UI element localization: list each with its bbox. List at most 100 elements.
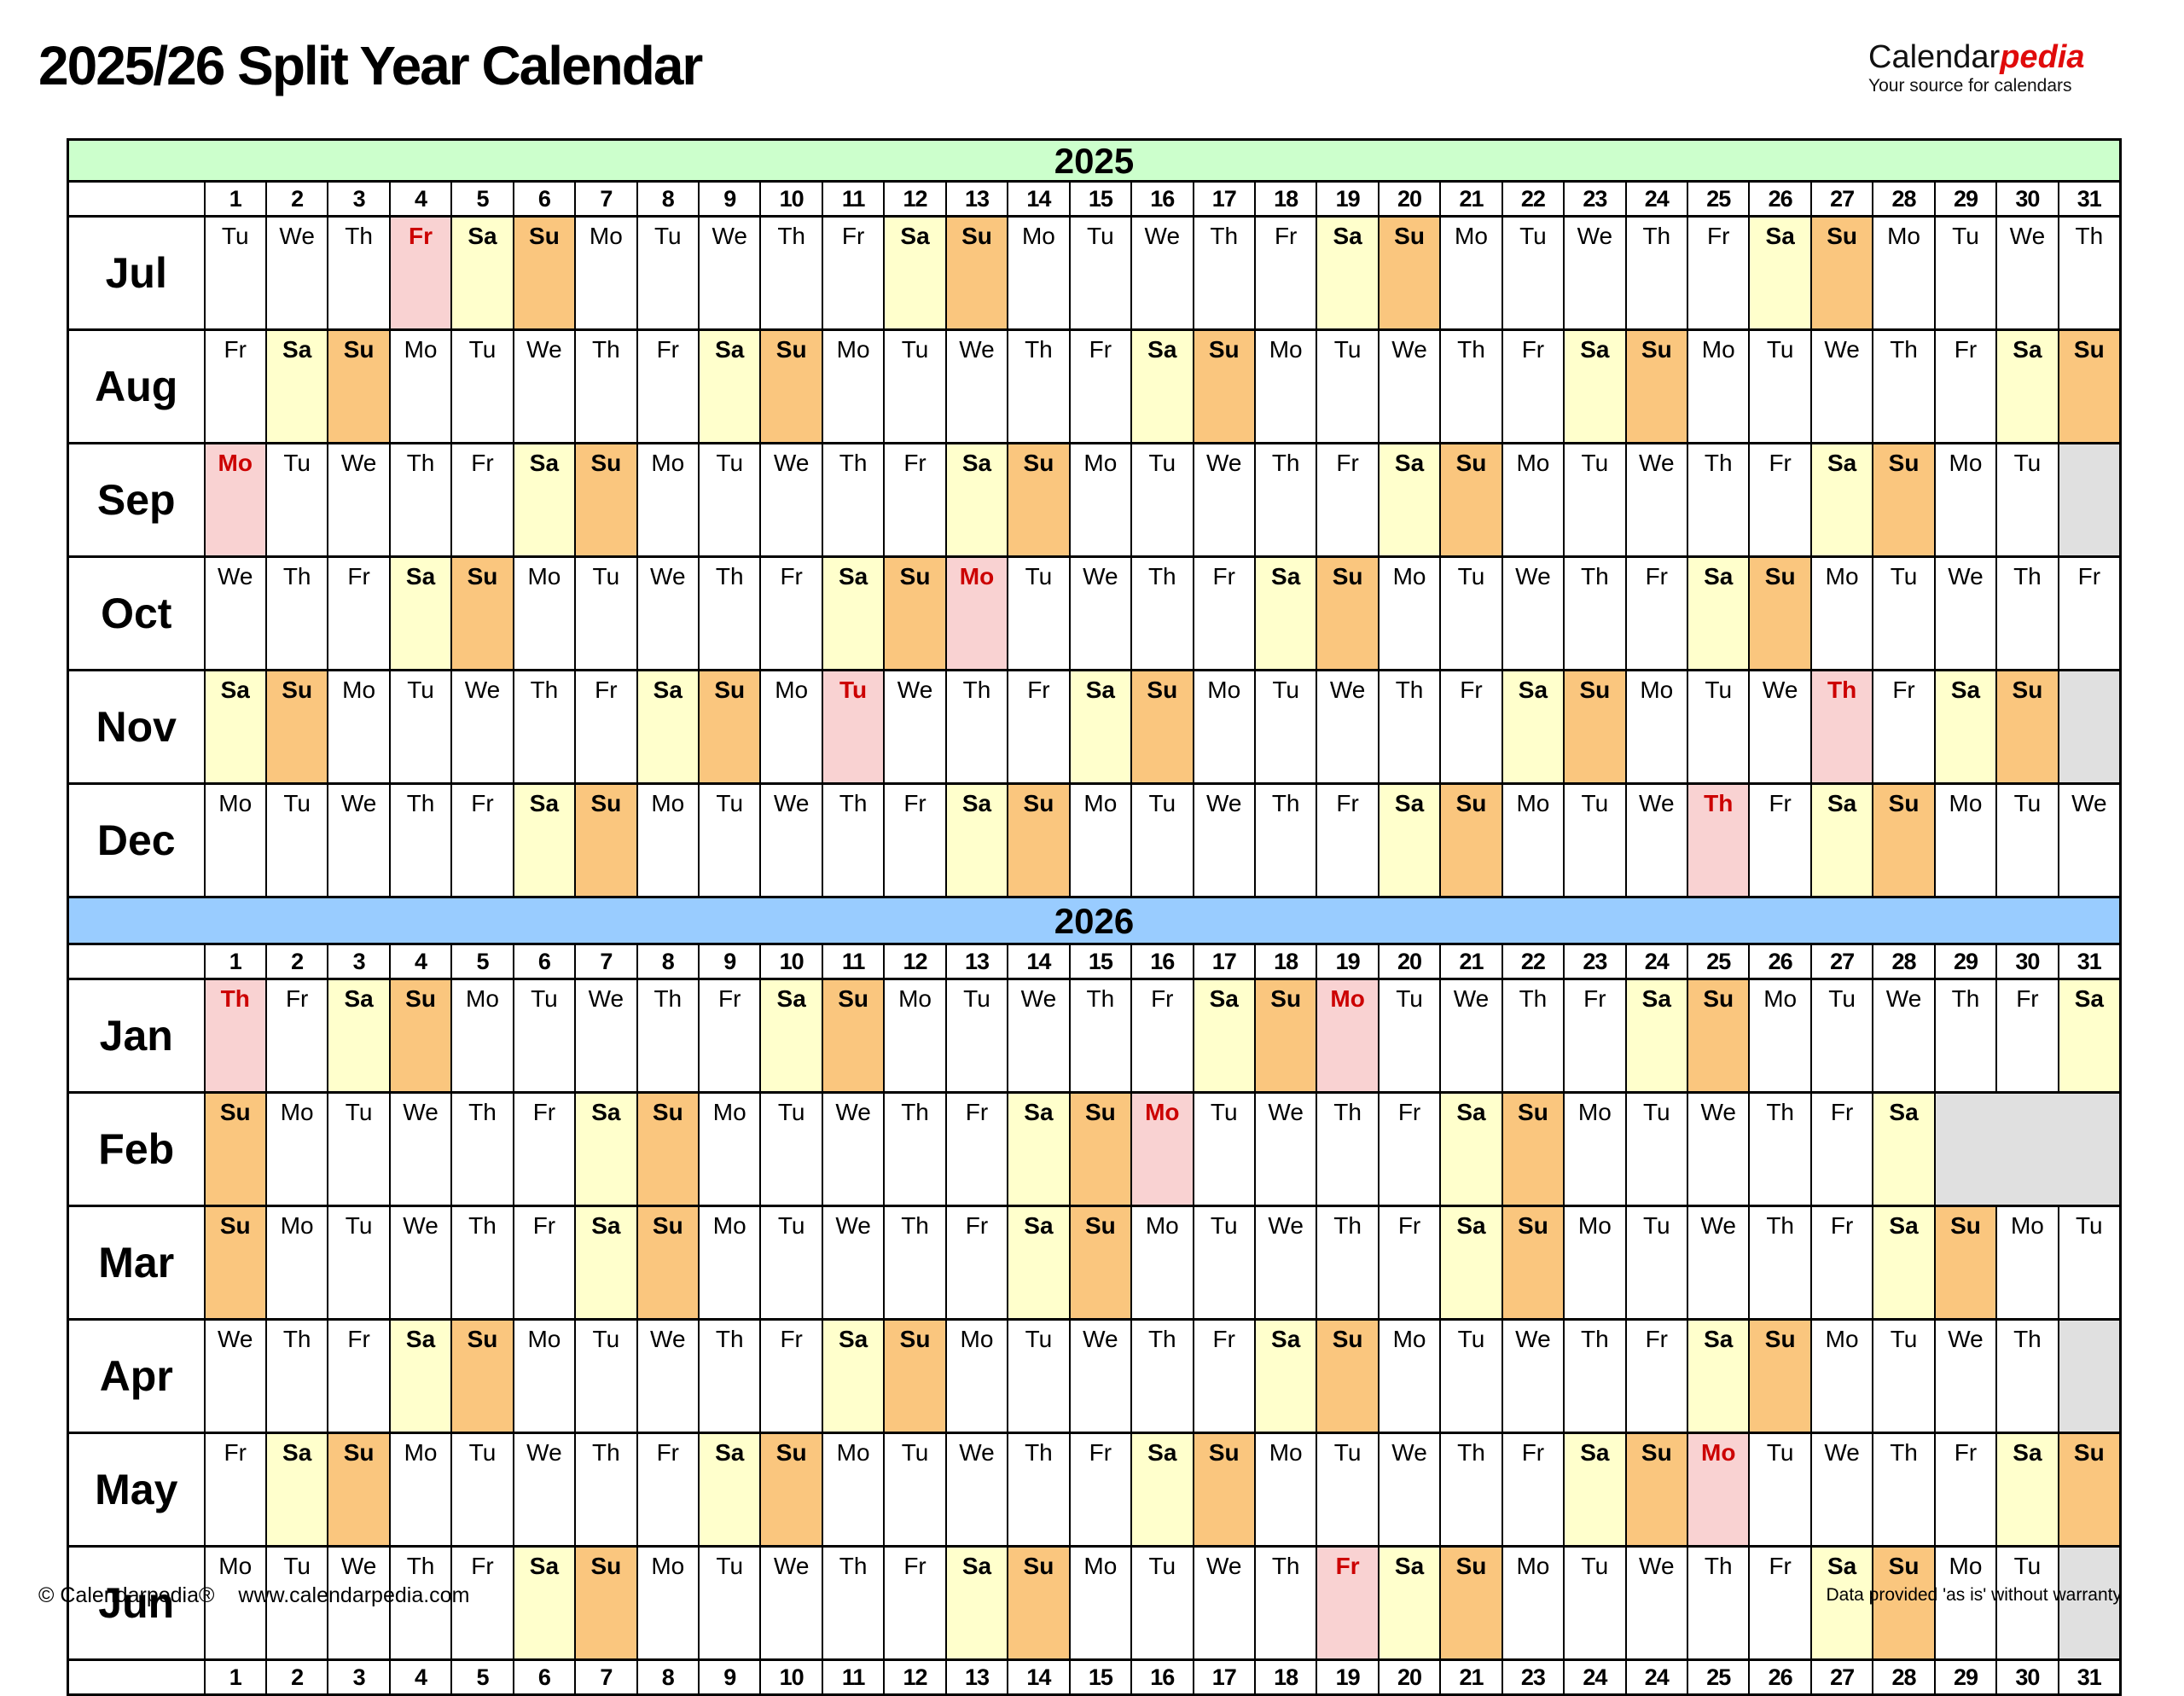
mar-day-26: Th (1748, 1205, 1812, 1321)
sep-day-3: We (327, 442, 391, 558)
jul-day-6: Su (512, 215, 577, 331)
may-day-2: Sa (264, 1432, 329, 1548)
dec-day-5: Fr (450, 782, 514, 898)
dec-day-11: Th (821, 782, 886, 898)
sep-day-28: Su (1872, 442, 1936, 558)
day-number-2025-3: 3 (327, 180, 391, 218)
jun-day-20: Sa (1377, 1545, 1442, 1661)
oct-day-3: Fr (327, 555, 391, 671)
jul-day-5: Sa (450, 215, 514, 331)
jan-day-22: Th (1501, 978, 1565, 1094)
aug-day-11: Mo (821, 328, 886, 444)
bottom-day-number-spacer (67, 1658, 206, 1696)
feb-day-9: Mo (697, 1091, 762, 1207)
sep-day-29: Mo (1933, 442, 1998, 558)
oct-day-19: Su (1316, 555, 1380, 671)
nov-day-1: Sa (203, 669, 267, 785)
jul-day-14: Mo (1007, 215, 1071, 331)
day-number-2026-2: 2 (264, 943, 329, 980)
mar-day-2: Mo (264, 1205, 329, 1321)
month-row-nov: Nov Sa Su Mo Tu We Th Fr Sa Su Mo Tu We Th Fr Sa Su Mo Tu W… (67, 669, 2122, 785)
jan-day-29: Th (1933, 978, 1998, 1094)
day-number-2026-28: 28 (1872, 943, 1936, 980)
sep-day-13: Sa (944, 442, 1009, 558)
feb-day-16: Mo (1130, 1091, 1194, 1207)
month-label-sep: Sep (67, 442, 206, 558)
bottom-day-number-6: 6 (512, 1658, 577, 1696)
nov-day-21: Fr (1439, 669, 1503, 785)
sep-day-2: Tu (264, 442, 329, 558)
may-day-3: Su (327, 1432, 391, 1548)
oct-day-9: Th (697, 555, 762, 671)
mar-day-11: We (821, 1205, 886, 1321)
aug-day-17: Su (1192, 328, 1256, 444)
bottom-day-number-14: 14 (1007, 1658, 1071, 1696)
sep-empty-days (2057, 442, 2122, 558)
nov-day-5: We (450, 669, 514, 785)
nov-day-3: Mo (327, 669, 391, 785)
dec-day-27: Sa (1809, 782, 1874, 898)
apr-day-4: Sa (388, 1318, 453, 1434)
feb-day-17: Tu (1192, 1091, 1256, 1207)
footer-url[interactable]: www.calendarpedia.com (238, 1583, 470, 1607)
oct-day-24: Fr (1624, 555, 1689, 671)
logo-brand-black: Calendar (1868, 39, 2001, 75)
month-label-apr: Apr (67, 1318, 206, 1434)
day-number-2025-18: 18 (1253, 180, 1318, 218)
jul-day-8: Tu (636, 215, 700, 331)
month-label-mar: Mar (67, 1205, 206, 1321)
bottom-day-number-15: 15 (1068, 1658, 1133, 1696)
apr-day-20: Mo (1377, 1318, 1442, 1434)
year-banner-2025: 2025 (67, 138, 2122, 183)
day-number-2025-11: 11 (821, 180, 886, 218)
mar-day-14: Sa (1007, 1205, 1071, 1321)
mar-day-28: Sa (1872, 1205, 1936, 1321)
may-day-26: Tu (1748, 1432, 1812, 1548)
bottom-day-number-11: 11 (821, 1658, 886, 1696)
jul-day-9: We (697, 215, 762, 331)
bottom-day-number-28: 28 (1872, 1658, 1936, 1696)
aug-day-25: Mo (1686, 328, 1751, 444)
dec-day-4: Th (388, 782, 453, 898)
jul-day-18: Fr (1253, 215, 1318, 331)
mar-day-13: Fr (944, 1205, 1009, 1321)
apr-day-22: We (1501, 1318, 1565, 1434)
apr-day-9: Th (697, 1318, 762, 1434)
day-number-2026-24: 24 (1624, 943, 1689, 980)
jan-day-31: Sa (2057, 978, 2122, 1094)
apr-day-1: We (203, 1318, 267, 1434)
oct-day-21: Tu (1439, 555, 1503, 671)
day-number-2025-13: 13 (944, 180, 1009, 218)
aug-day-28: Th (1872, 328, 1936, 444)
sep-day-24: We (1624, 442, 1689, 558)
nov-day-18: Tu (1253, 669, 1318, 785)
sep-day-5: Fr (450, 442, 514, 558)
day-number-2026-14: 14 (1007, 943, 1071, 980)
may-day-21: Th (1439, 1432, 1503, 1548)
mar-day-8: Su (636, 1205, 700, 1321)
dec-day-19: Fr (1316, 782, 1380, 898)
dec-day-28: Su (1872, 782, 1936, 898)
jul-day-7: Mo (574, 215, 638, 331)
dec-day-13: Sa (944, 782, 1009, 898)
jun-day-21: Su (1439, 1545, 1503, 1661)
dec-day-24: We (1624, 782, 1689, 898)
jan-day-28: We (1872, 978, 1936, 1094)
bottom-day-number-22: 23 (1501, 1658, 1565, 1696)
oct-day-16: Th (1130, 555, 1194, 671)
jul-day-22: Tu (1501, 215, 1565, 331)
aug-day-1: Fr (203, 328, 267, 444)
mar-day-5: Th (450, 1205, 514, 1321)
month-row-jul: Jul Tu We Th Fr Sa Su Mo Tu We Th Fr Sa Su Mo Tu We Th Fr S… (67, 215, 2122, 331)
oct-day-26: Su (1748, 555, 1812, 671)
sep-day-17: We (1192, 442, 1256, 558)
day-number-2025-19: 19 (1316, 180, 1380, 218)
bottom-day-number-12: 12 (883, 1658, 947, 1696)
bottom-day-number-27: 27 (1809, 1658, 1874, 1696)
aug-day-10: Su (759, 328, 823, 444)
bottom-day-number-8: 8 (636, 1658, 700, 1696)
jun-day-2: Tu (264, 1545, 329, 1661)
apr-day-5: Su (450, 1318, 514, 1434)
apr-day-19: Su (1316, 1318, 1380, 1434)
year-banner-2025-label: 2025 (1054, 141, 1135, 181)
